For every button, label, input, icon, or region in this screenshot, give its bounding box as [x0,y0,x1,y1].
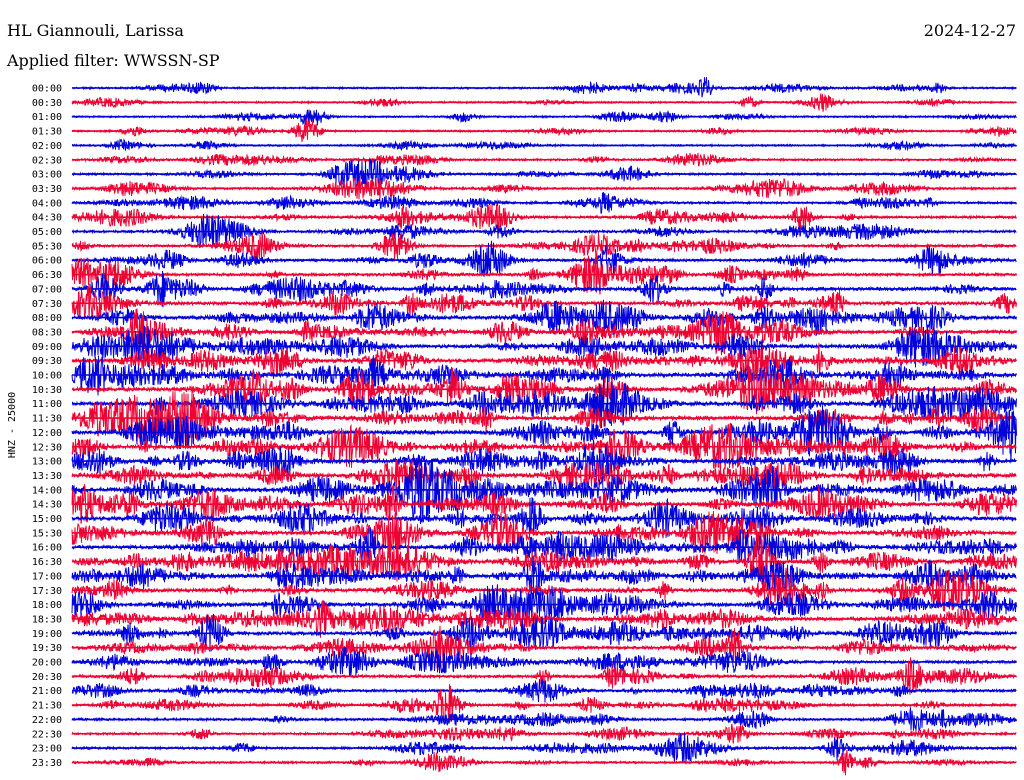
time-label: 00:30 [32,98,62,109]
time-label: 18:30 [32,614,62,625]
seismic-trace [71,109,1017,126]
time-label: 02:30 [32,155,62,166]
time-label: 22:00 [32,715,62,726]
time-label: 13:30 [32,471,62,482]
time-label: 08:00 [32,313,62,324]
seismic-trace [71,613,1017,652]
time-label: 09:30 [32,356,62,367]
time-label: 07:30 [32,299,62,310]
time-label: 20:30 [32,672,62,683]
time-label: 16:00 [32,543,62,554]
time-label: 16:30 [32,557,62,568]
time-label: 03:00 [32,170,62,181]
time-label: 05:00 [32,227,62,238]
time-label: 06:00 [32,256,62,267]
time-label: 20:00 [32,658,62,669]
time-label: 13:00 [32,457,62,468]
time-label: 01:30 [32,127,62,138]
time-label: 11:00 [32,399,62,410]
trace-rows: 00:00 00:30 01:00 01:30 02:00 02:30 03:00 03:30… [32,77,1017,776]
seismic-trace [71,625,1017,671]
time-label: 12:30 [32,442,62,453]
time-label: 19:00 [32,629,62,640]
time-label: 05:30 [32,241,62,252]
time-label: 11:30 [32,414,62,425]
record-date: 2024-12-27 [924,21,1016,40]
seismic-trace [71,527,1017,566]
time-label: 23:30 [32,758,62,769]
seismic-trace [72,363,1017,415]
time-label: 15:30 [32,528,62,539]
time-label: 12:00 [32,428,62,439]
seismic-trace [71,299,1017,337]
time-label: 10:00 [32,371,62,382]
time-label: 08:30 [32,327,62,338]
seismic-trace [71,567,1017,612]
time-label: 23:00 [32,744,62,755]
time-label: 10:30 [32,385,62,396]
time-label: 09:00 [32,342,62,353]
time-label: 22:30 [32,729,62,740]
time-label: 06:30 [32,270,62,281]
time-label: 19:30 [32,643,62,654]
time-label: 21:00 [32,686,62,697]
filter-subtitle: Applied filter: WWSSN-SP [6,51,220,70]
time-label: 07:00 [32,284,62,295]
seismic-trace [71,459,1017,525]
time-label: 02:00 [32,141,62,152]
time-label: 14:30 [32,500,62,511]
seismic-trace [71,497,1017,539]
seismic-trace [71,537,1017,586]
channel-axis-label: HNZ - 25000 [7,392,18,458]
time-label: 00:00 [32,84,62,95]
time-label: 21:30 [32,701,62,712]
time-label: 17:30 [32,586,62,597]
time-label: 01:00 [32,112,62,123]
station-title: HL Giannouli, Larissa [7,21,184,40]
time-label: 04:30 [32,213,62,224]
time-label: 15:00 [32,514,62,525]
time-label: 03:30 [32,184,62,195]
time-label: 18:00 [32,600,62,611]
time-label: 14:00 [32,485,62,496]
time-label: 17:00 [32,571,62,582]
seismic-trace [71,232,1017,263]
time-label: 04:00 [32,198,62,209]
